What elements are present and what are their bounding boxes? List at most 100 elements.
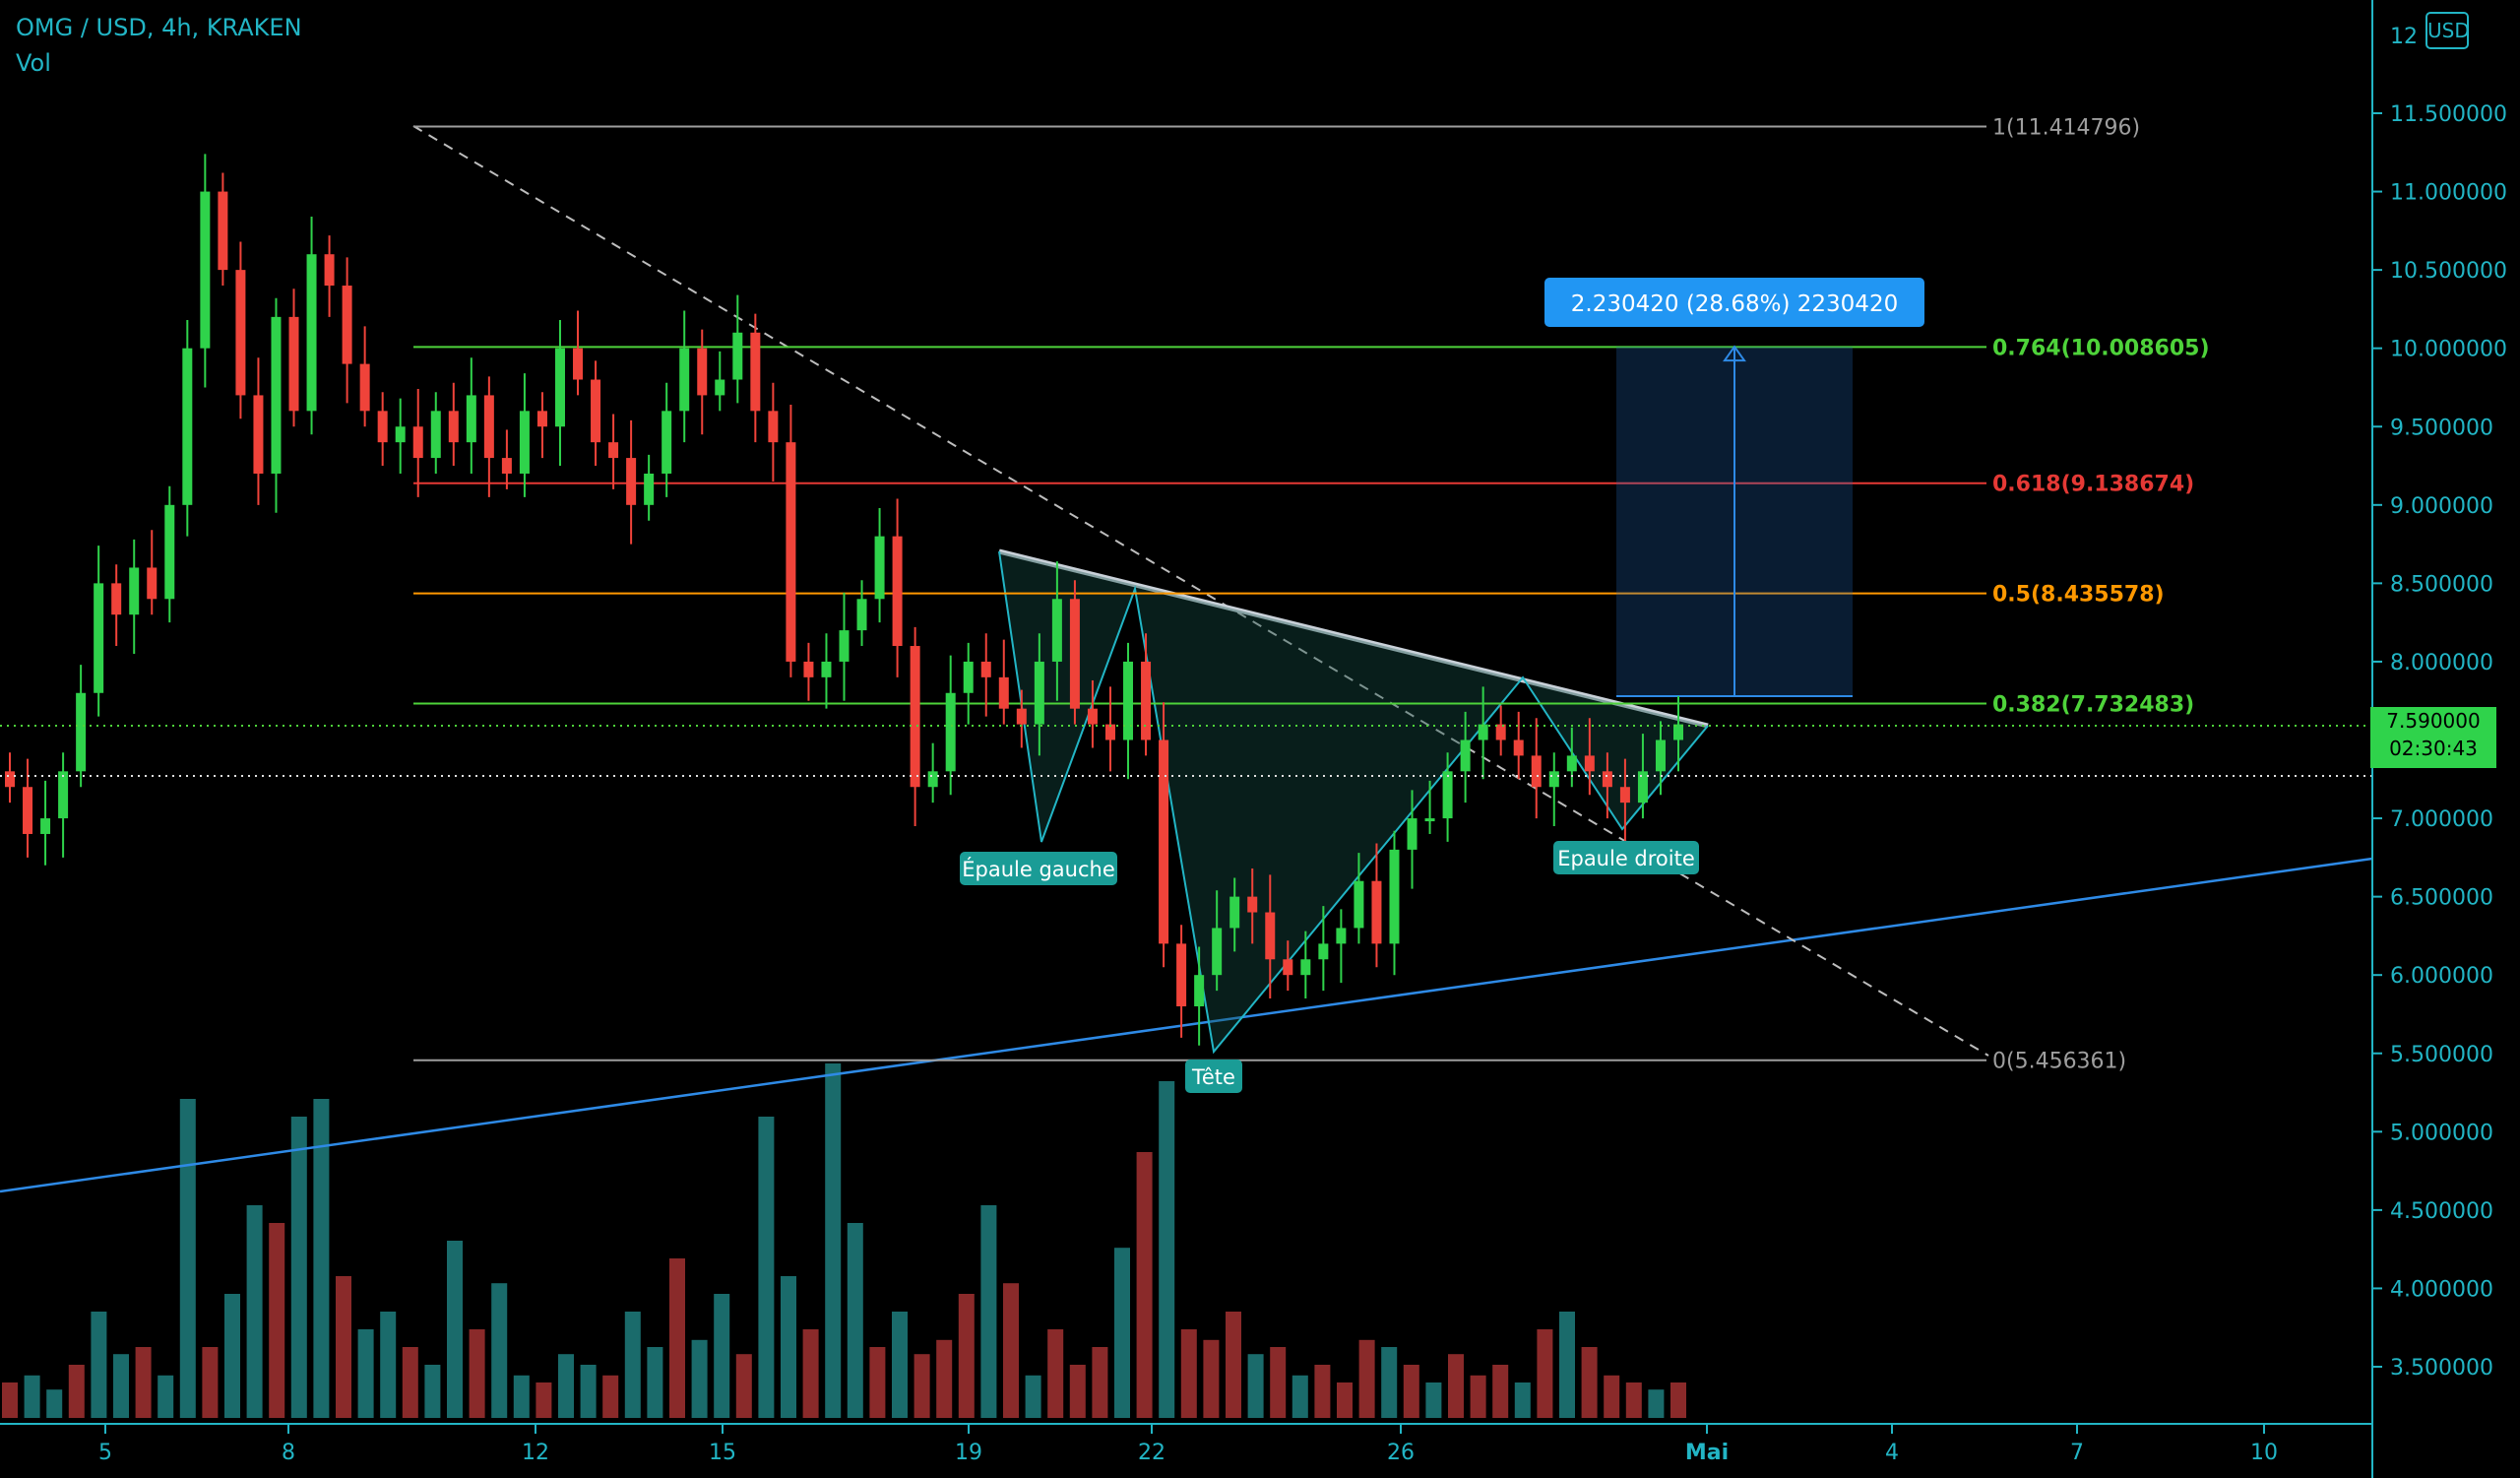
candle-body: [306, 254, 317, 412]
candle-body: [324, 254, 335, 287]
volume-bar: [24, 1375, 40, 1418]
candle-body: [1212, 928, 1223, 976]
volume-bar: [224, 1294, 240, 1418]
candle-body: [1407, 818, 1418, 850]
descending-dashed-line[interactable]: [412, 125, 1989, 1057]
candle-body: [1283, 959, 1293, 976]
candle-body: [715, 379, 725, 396]
candle-body: [1354, 880, 1364, 929]
candle-body: [1265, 912, 1276, 960]
trendlines: [0, 125, 2373, 1193]
volume-bar: [847, 1223, 863, 1418]
price-tick-label-top: 12: [2390, 25, 2418, 49]
pattern-label-box: [1185, 1060, 1242, 1093]
volume-bar: [936, 1339, 953, 1418]
volume-bar: [536, 1382, 552, 1418]
volume-bar: [158, 1375, 174, 1418]
volume-bar: [1025, 1375, 1041, 1418]
price-tick-label: 6.000000: [2390, 964, 2493, 989]
candle-body: [750, 332, 761, 412]
candle-body: [980, 661, 991, 677]
candle-body: [1194, 975, 1205, 1007]
candle-body: [1619, 787, 1630, 803]
volume-indicator-label[interactable]: Vol: [16, 49, 51, 77]
candle-body: [430, 411, 441, 459]
price-tick-label: 8.000000: [2390, 651, 2493, 675]
candle-body: [448, 411, 459, 443]
fib-label: 0.5(8.435578): [1992, 583, 2165, 608]
candle-body: [40, 818, 51, 834]
measure-tool[interactable]: 2.230420 (28.68%) 2230420: [1544, 278, 1924, 697]
candle-body: [58, 771, 69, 819]
time-tick-label: 15: [709, 1441, 736, 1465]
time-tick-label: 22: [1138, 1441, 1166, 1465]
pattern-label-text: Tête: [1191, 1065, 1235, 1089]
candle-body: [1159, 739, 1169, 944]
symbol-title[interactable]: OMG / USD, 4h, KRAKEN: [16, 14, 302, 41]
volume-bar: [1425, 1382, 1442, 1418]
time-tick-label: 12: [522, 1441, 549, 1465]
head-shoulders-pattern[interactable]: [998, 550, 1709, 1055]
time-axis-labels[interactable]: 5 8 12 15 19 22 26 Mai 4 7 10: [98, 1424, 2278, 1465]
volume-bar: [1625, 1382, 1642, 1418]
candle-body: [803, 661, 814, 677]
candle-body: [1655, 739, 1666, 772]
volume-bar: [68, 1365, 85, 1418]
candle-body: [1123, 661, 1134, 740]
neckline[interactable]: [998, 548, 1709, 729]
volume-bar: [580, 1365, 597, 1418]
volume-bar: [714, 1294, 730, 1418]
candle-body: [1424, 818, 1435, 822]
price-tick-label: 9.500000: [2390, 416, 2493, 440]
candle-body: [786, 442, 796, 662]
candle-countdown: 02:30:43: [2389, 737, 2478, 760]
candle-body: [1389, 849, 1400, 944]
candle-body: [76, 692, 87, 772]
price-dotted-lines: [0, 725, 2372, 777]
currency-badge[interactable]: USD: [2426, 12, 2470, 49]
candle-body: [1087, 708, 1098, 725]
candle-body: [182, 348, 193, 505]
volume-bar: [380, 1312, 397, 1418]
volume-bar: [1003, 1283, 1019, 1418]
price-tick-label: 11.500000: [2390, 102, 2507, 127]
volume-bar: [357, 1329, 374, 1418]
candle-body: [821, 661, 832, 677]
volume-bar: [336, 1276, 351, 1418]
volume-bar: [113, 1354, 129, 1418]
volume-bar: [691, 1339, 708, 1418]
volume-bar: [1159, 1081, 1175, 1418]
rising-support-trendline[interactable]: [0, 857, 2373, 1193]
candle-body: [608, 442, 619, 459]
candle-body: [253, 395, 264, 474]
candle-body: [377, 411, 388, 443]
candle-body: [910, 646, 920, 788]
price-tick-label: 11.000000: [2390, 181, 2507, 206]
pattern-label-box: [960, 852, 1117, 885]
price-tick-label: 4.500000: [2390, 1199, 2493, 1224]
volume-bar: [1247, 1354, 1264, 1418]
volume-bar: [869, 1347, 886, 1418]
candle-body: [1176, 943, 1187, 1007]
volume-bar: [1670, 1382, 1686, 1418]
volume-bar: [1092, 1347, 1108, 1418]
candle-body: [554, 348, 565, 427]
candle-body: [235, 270, 246, 396]
fib-label: 0.382(7.732483): [1992, 693, 2194, 718]
candle-body: [1336, 928, 1347, 944]
time-tick-label: 10: [2250, 1441, 2278, 1465]
fib-retracement[interactable]: 1(11.414796) 0.764(10.008605) 0.618(9.1386…: [413, 116, 2210, 1074]
candle-body: [1548, 771, 1559, 788]
candle-body: [1371, 880, 1382, 944]
candle-body: [679, 348, 690, 412]
candle-body: [626, 458, 637, 505]
price-axis-labels[interactable]: 11.500000 11.000000 10.500000 10.000000 9.50…: [2372, 25, 2507, 1381]
time-tick-label: Mai: [1685, 1441, 1729, 1465]
volume-bar: [402, 1347, 418, 1418]
candle-body: [200, 191, 211, 349]
candle-body: [129, 567, 140, 615]
volume-bar: [802, 1329, 819, 1418]
measure-label-box[interactable]: [1544, 278, 1924, 327]
volume-bar: [1203, 1339, 1220, 1418]
